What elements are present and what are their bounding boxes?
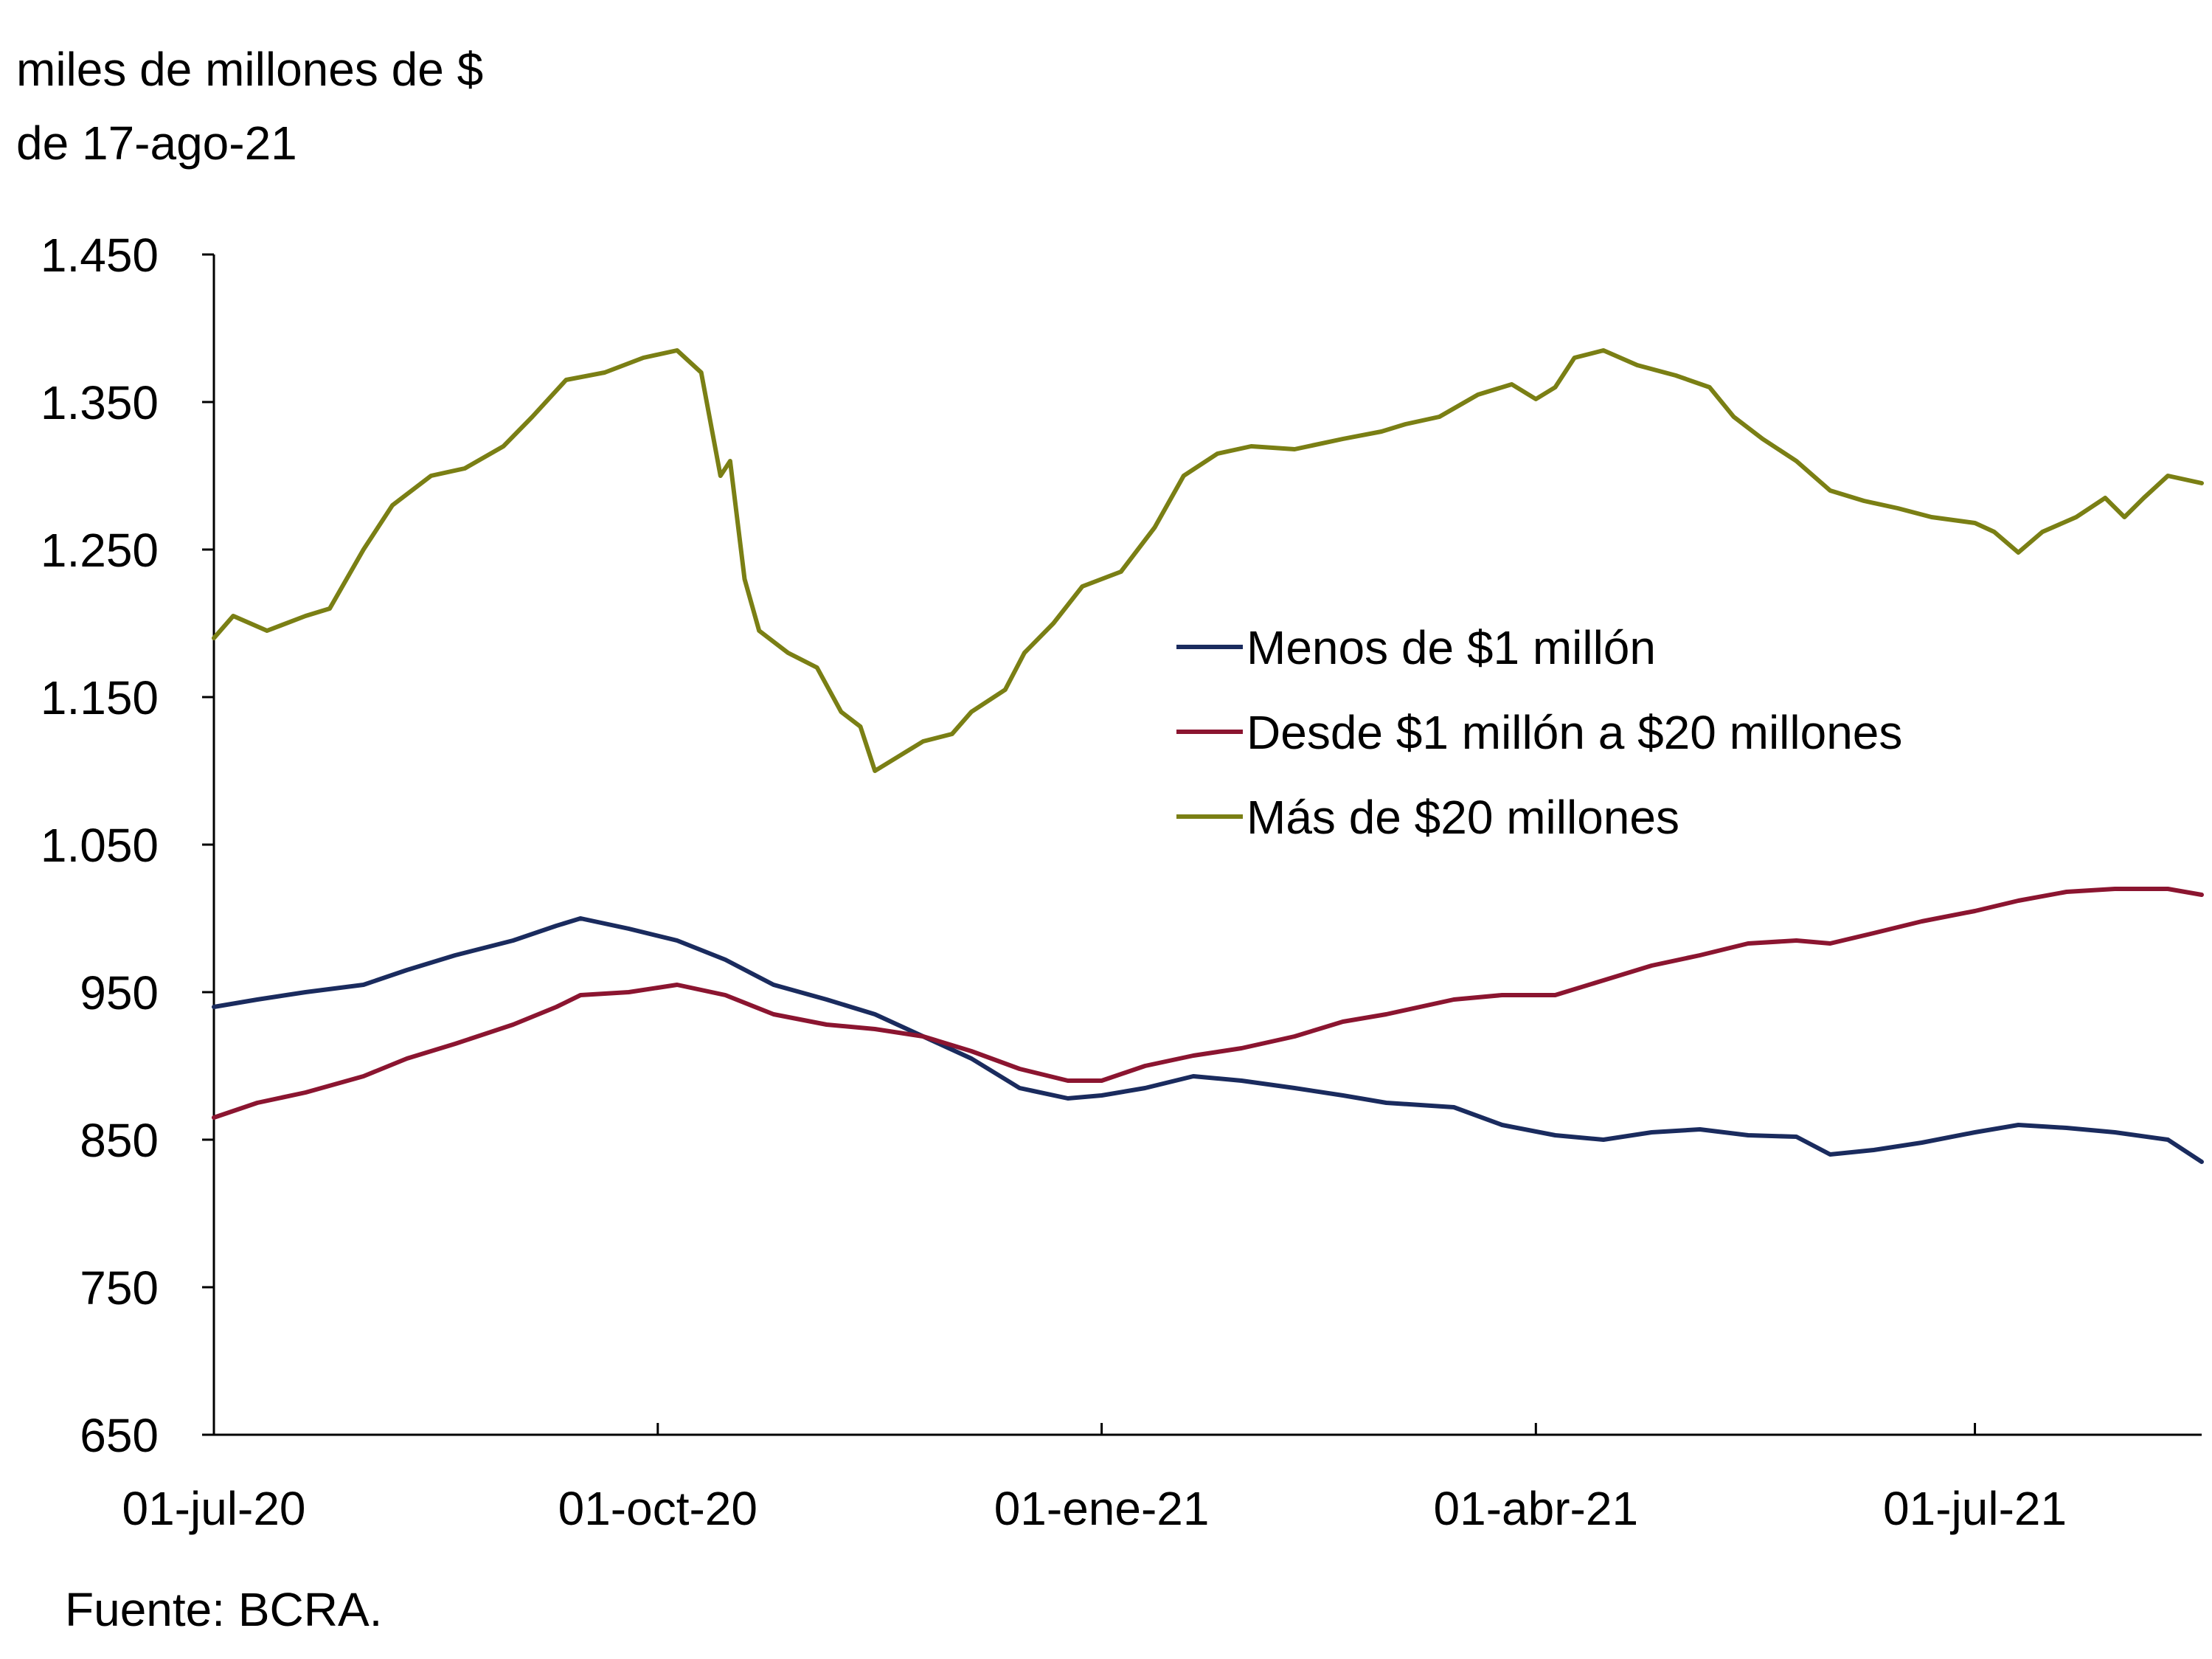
y-tick-label: 1.250: [41, 524, 159, 577]
x-tick-label: 01-abr-21: [1434, 1482, 1639, 1535]
axes: 1.450 1.350 1.250 1.150 1.050 950 850 750 650 01-…: [41, 229, 2202, 1535]
x-tick-label: 01-oct-20: [558, 1482, 757, 1535]
x-tick-label: 01-ene-21: [994, 1482, 1210, 1535]
legend-label-menos: Menos de $1 millón: [1247, 621, 1656, 674]
x-tick-label: 01-jul-20: [122, 1482, 305, 1535]
legend-label-desde: Desde $1 millón a $20 millones: [1247, 706, 1902, 759]
y-tick-label: 750: [80, 1261, 159, 1315]
y-tick-label: 1.450: [41, 229, 159, 282]
series-line-menos: [212, 916, 2204, 1164]
y-tick-label: 650: [80, 1409, 159, 1462]
legend: Menos de $1 millón Desde $1 millón a $20 …: [1176, 621, 1902, 844]
source-note: Fuente: BCRA.: [65, 1583, 383, 1636]
y-axis-title-line-1: miles de millones de $: [16, 43, 484, 96]
y-tick-label: 950: [80, 966, 159, 1019]
x-tick-label: 01-jul-21: [1883, 1482, 2067, 1535]
series-lines: [212, 348, 2204, 1164]
legend-label-mas: Más de $20 millones: [1247, 791, 1679, 844]
series-line-desde: [212, 887, 2204, 1120]
y-axis-title-line-2: de 17-ago-21: [16, 117, 297, 170]
series-line-mas: [212, 348, 2204, 773]
y-tick-label: 1.150: [41, 671, 159, 724]
y-tick-label: 850: [80, 1114, 159, 1167]
y-tick-label: 1.050: [41, 819, 159, 872]
y-tick-label: 1.350: [41, 376, 159, 429]
